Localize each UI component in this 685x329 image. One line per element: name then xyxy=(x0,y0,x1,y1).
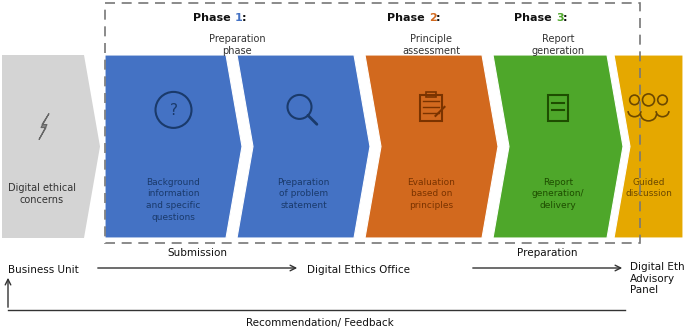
Text: Report
generation/
delivery: Report generation/ delivery xyxy=(532,178,584,210)
Text: Phase: Phase xyxy=(514,13,556,23)
Text: Principle
assessment: Principle assessment xyxy=(402,34,460,56)
Text: 1: 1 xyxy=(235,13,242,23)
Polygon shape xyxy=(614,55,683,238)
Text: Guided
discussion: Guided discussion xyxy=(625,178,672,198)
Text: :: : xyxy=(242,13,247,23)
Text: :: : xyxy=(436,13,440,23)
Text: Digital Ethics
Advisory
Panel: Digital Ethics Advisory Panel xyxy=(630,262,685,295)
Text: Background
information
and specific
questions: Background information and specific ques… xyxy=(147,178,201,222)
Bar xyxy=(105,3,640,243)
Polygon shape xyxy=(365,55,498,238)
Polygon shape xyxy=(237,55,370,238)
Text: Preparation
phase: Preparation phase xyxy=(209,34,265,56)
Text: :: : xyxy=(563,13,567,23)
Polygon shape xyxy=(2,55,100,238)
Text: ?: ? xyxy=(169,103,177,118)
Text: Phase: Phase xyxy=(388,13,429,23)
Polygon shape xyxy=(493,55,623,238)
Polygon shape xyxy=(105,55,242,238)
Text: Preparation: Preparation xyxy=(517,248,577,258)
Text: Preparation
of problem
statement: Preparation of problem statement xyxy=(277,178,329,210)
Text: Business Unit: Business Unit xyxy=(8,265,79,275)
Text: Phase: Phase xyxy=(193,13,235,23)
Polygon shape xyxy=(39,114,49,139)
Text: Submission: Submission xyxy=(168,248,227,258)
Text: Digital ethical
concerns: Digital ethical concerns xyxy=(8,183,76,205)
Text: 2: 2 xyxy=(429,13,437,23)
Text: Evaluation
based on
principles: Evaluation based on principles xyxy=(408,178,456,210)
Text: Digital Ethics Office: Digital Ethics Office xyxy=(307,265,410,275)
Text: Report
generation: Report generation xyxy=(532,34,584,56)
Text: 3: 3 xyxy=(556,13,564,23)
Text: Recommendation/ Feedback: Recommendation/ Feedback xyxy=(246,318,394,328)
